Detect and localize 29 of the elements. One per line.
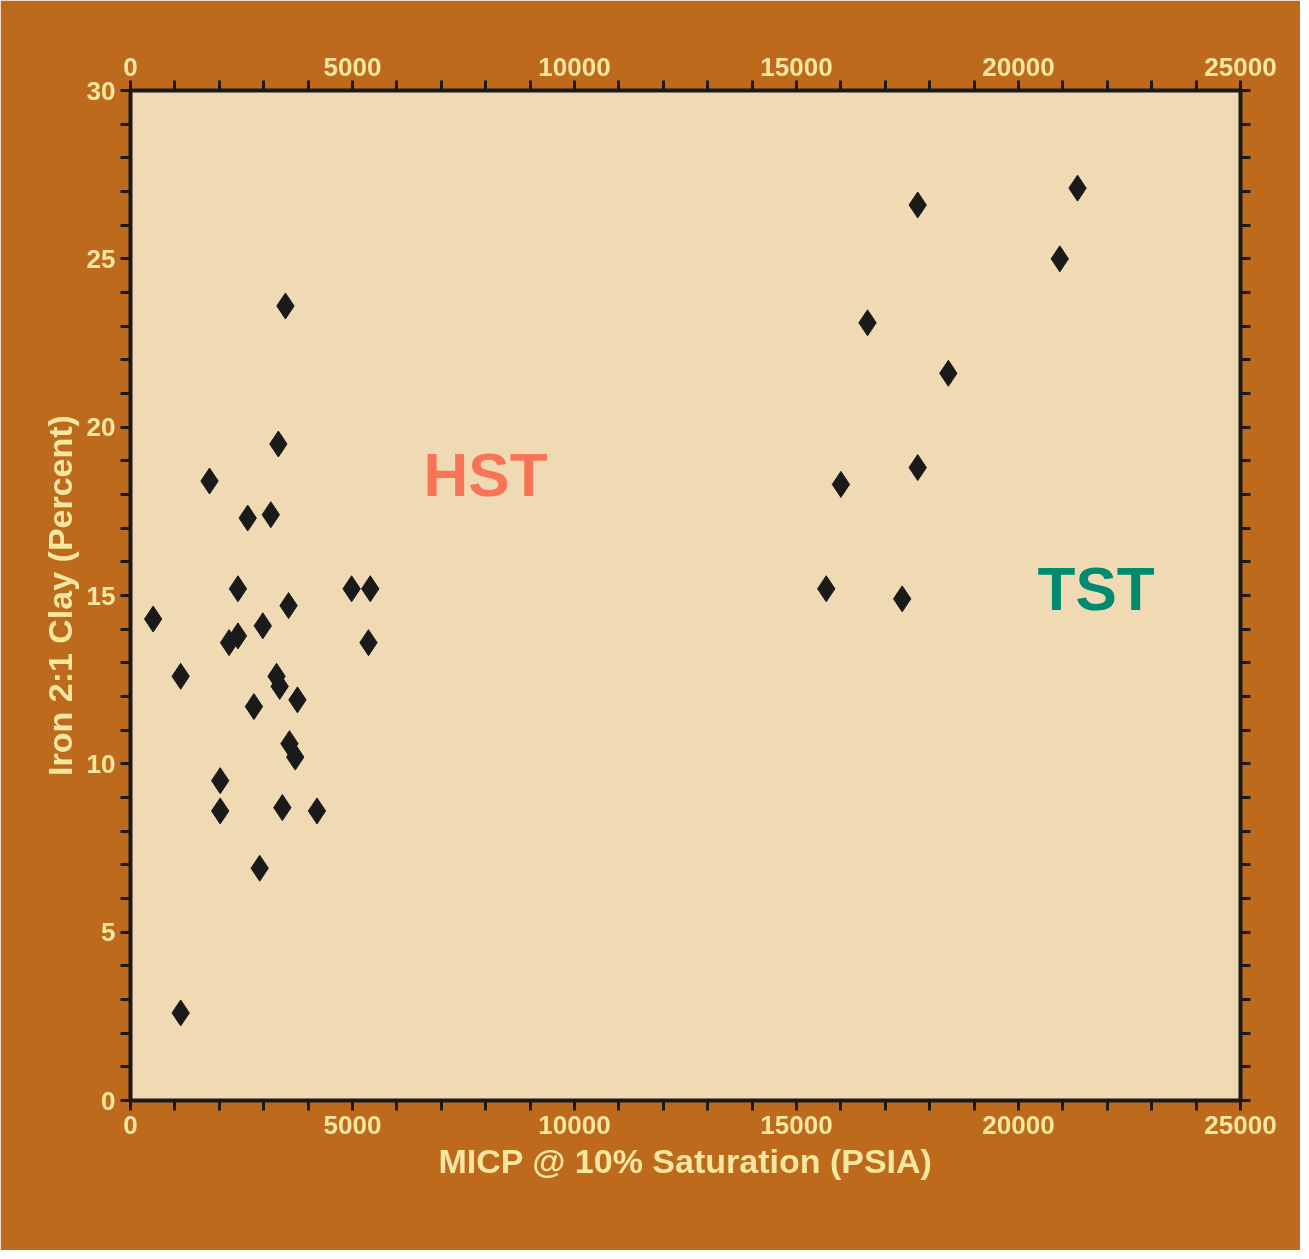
series-label: HST — [423, 439, 548, 509]
x2-tick-label: 20000 — [982, 1109, 1055, 1140]
point — [228, 575, 248, 603]
x-tick-label: 10000 — [538, 51, 611, 82]
x-tick-label: 25000 — [1204, 51, 1277, 82]
x2-tick-label: 0 — [123, 1109, 138, 1140]
x2-tick-label: 25000 — [1204, 1109, 1277, 1140]
y-tick-label: 15 — [86, 580, 116, 611]
x-tick-label: 20000 — [982, 51, 1055, 82]
x2-tick-label: 5000 — [323, 1109, 382, 1140]
x-tick-label: 0 — [123, 51, 138, 82]
point — [143, 605, 163, 633]
point — [307, 797, 327, 825]
y-tick-label: 5 — [101, 917, 116, 948]
x2-tick-label: 10000 — [538, 1109, 611, 1140]
point — [244, 693, 264, 721]
point — [831, 470, 851, 498]
x-axis-title: MICP @ 10% Saturation (PSIA) — [438, 1141, 932, 1180]
y-tick-label: 0 — [101, 1085, 116, 1116]
y-axis-title: Iron 2:1 Clay (Percent) — [40, 415, 79, 776]
point — [228, 622, 248, 650]
y-tick-label: 30 — [86, 75, 116, 106]
y-tick-label: 20 — [86, 412, 116, 443]
x-tick-label: 5000 — [323, 51, 382, 82]
x2-tick-label: 15000 — [760, 1109, 833, 1140]
legend-label: TST — [1037, 554, 1155, 624]
y-tick-label: 10 — [86, 748, 116, 779]
y-tick-label: 25 — [86, 243, 116, 274]
x-tick-label: 15000 — [760, 51, 833, 82]
